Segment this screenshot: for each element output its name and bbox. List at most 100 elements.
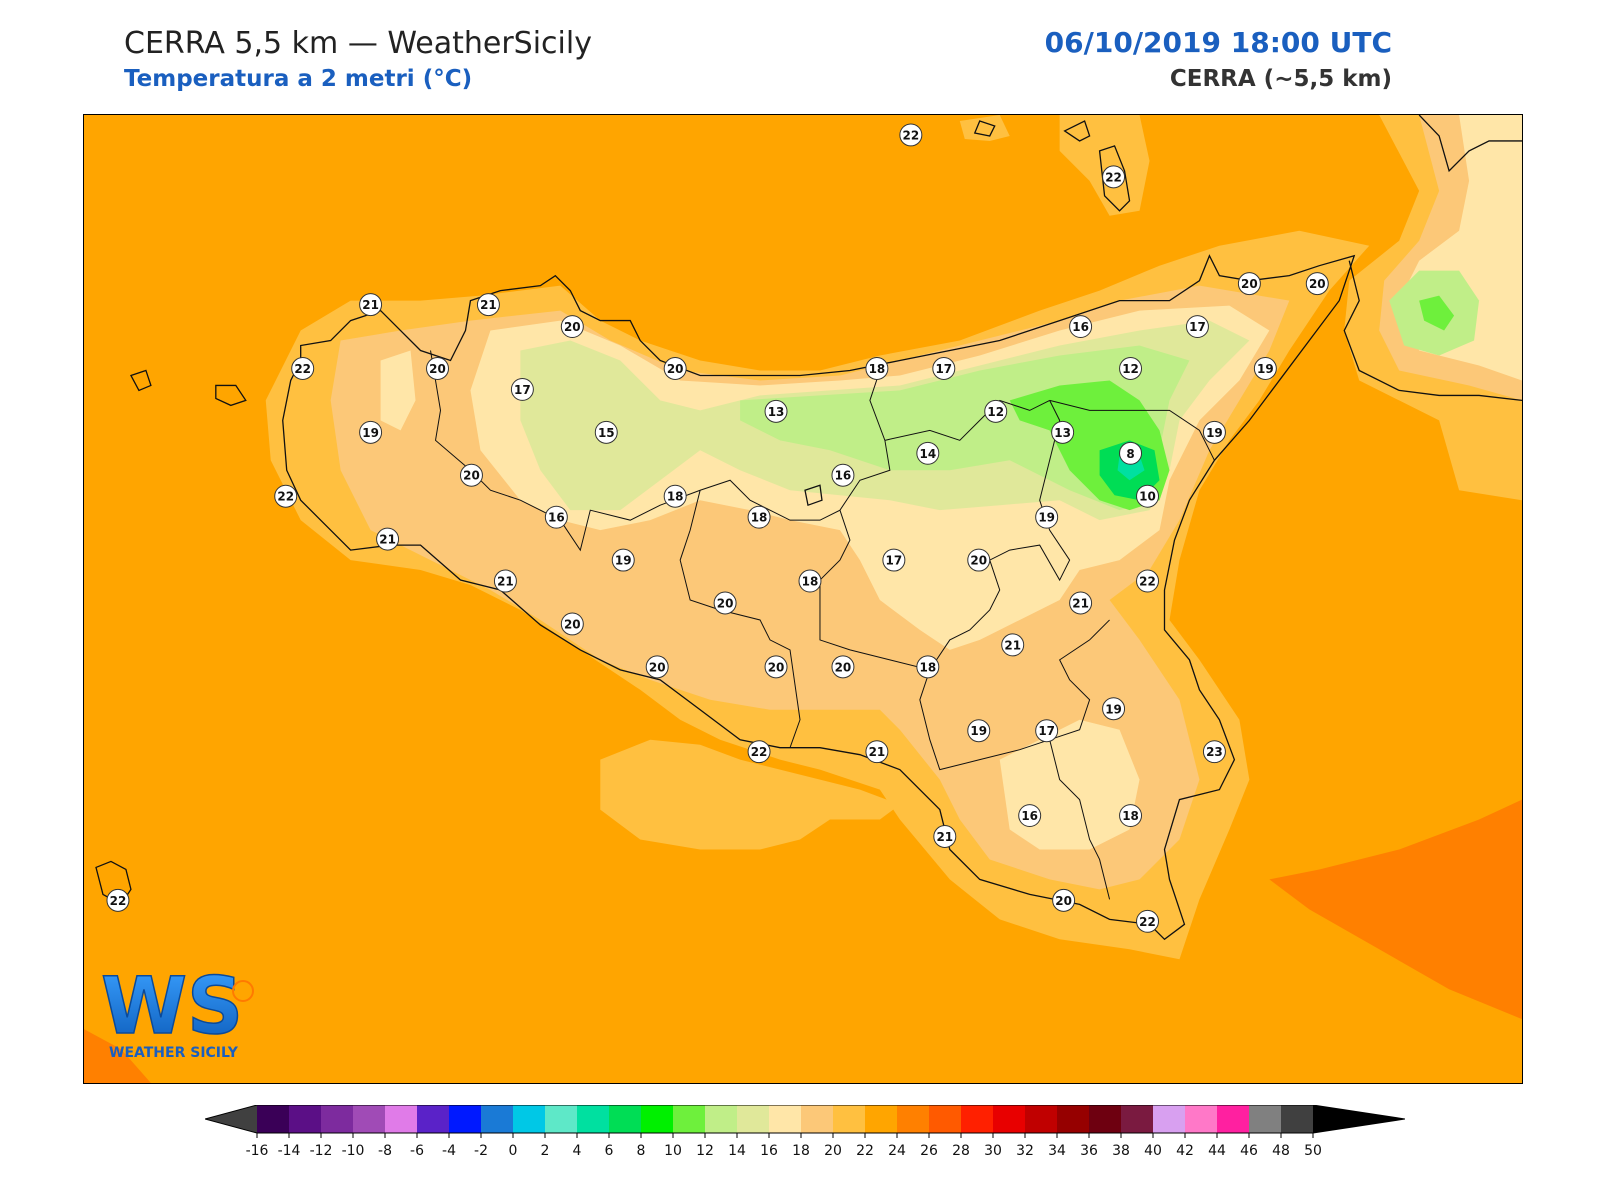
station-value: 16 bbox=[835, 469, 852, 483]
station-label: 21 bbox=[865, 740, 889, 764]
station-value: 22 bbox=[903, 128, 920, 142]
colorbar-tick-label: 6 bbox=[605, 1143, 614, 1159]
colorbar-tick-label: 42 bbox=[1176, 1143, 1194, 1159]
colorbar-cell bbox=[961, 1105, 994, 1133]
colorbar-cell bbox=[321, 1105, 354, 1133]
station-value: 21 bbox=[362, 298, 379, 312]
station-marker bbox=[274, 484, 298, 508]
station-value: 20 bbox=[649, 660, 666, 674]
colorbar-cell bbox=[833, 1105, 866, 1133]
colorbar-tick-label: 50 bbox=[1304, 1143, 1322, 1159]
colorbar-cell bbox=[1217, 1105, 1250, 1133]
station-marker bbox=[1051, 420, 1075, 444]
station-value: 14 bbox=[919, 447, 936, 461]
station-marker bbox=[510, 377, 534, 401]
station-value: 17 bbox=[1038, 724, 1055, 738]
station-value: 19 bbox=[1206, 426, 1223, 440]
station-value: 16 bbox=[1021, 809, 1038, 823]
station-label: 19 bbox=[1202, 420, 1226, 444]
station-marker bbox=[865, 740, 889, 764]
station-label: 20 bbox=[645, 655, 669, 679]
station-value: 20 bbox=[717, 596, 734, 610]
station-marker bbox=[831, 655, 855, 679]
station-label: 22 bbox=[747, 740, 771, 764]
colorbar-cell bbox=[513, 1105, 546, 1133]
logo-letters: WS bbox=[101, 962, 243, 1052]
colorbar-tick-label: 18 bbox=[792, 1143, 810, 1159]
station-label: 23 bbox=[1202, 740, 1226, 764]
colorbar-tick-label: 16 bbox=[760, 1143, 778, 1159]
map-title: CERRA 5,5 km — WeatherSicily bbox=[124, 26, 592, 61]
colorbar-tick-label: 2 bbox=[541, 1143, 550, 1159]
station-marker bbox=[1001, 633, 1025, 657]
station-marker bbox=[476, 293, 500, 317]
station-label: 20 bbox=[764, 655, 788, 679]
station-label: 8 bbox=[1119, 441, 1143, 465]
station-marker bbox=[713, 591, 737, 615]
station-label: 20 bbox=[967, 548, 991, 572]
station-value: 18 bbox=[667, 490, 684, 504]
colorbar-cell bbox=[417, 1105, 450, 1133]
temperature-map[interactable]: 22 22 21 21 20 20 20 16 17 22 20 20 18 17 12 19 17 13 12 19… bbox=[83, 114, 1523, 1084]
forecast-datetime: 06/10/2019 18:00 UTC bbox=[1044, 26, 1392, 59]
station-label: 12 bbox=[984, 399, 1008, 423]
station-label: 20 bbox=[560, 315, 584, 339]
station-value: 22 bbox=[1139, 575, 1156, 589]
colorbar-tick-label: -16 bbox=[246, 1143, 269, 1159]
station-marker bbox=[984, 399, 1008, 423]
colorbar-cell bbox=[1089, 1105, 1122, 1133]
station-value: 18 bbox=[919, 660, 936, 674]
colorbar-cell bbox=[1281, 1105, 1314, 1133]
station-label: 21 bbox=[1069, 591, 1093, 615]
station-value: 10 bbox=[1139, 490, 1156, 504]
colorbar-cell bbox=[897, 1105, 930, 1133]
station-value: 16 bbox=[1072, 320, 1089, 334]
station-value: 20 bbox=[463, 469, 480, 483]
station-marker bbox=[291, 357, 315, 380]
station-label: 22 bbox=[274, 484, 298, 508]
colorbar-cell bbox=[1025, 1105, 1058, 1133]
station-value: 19 bbox=[1105, 702, 1122, 716]
colorbar-tick-label: 28 bbox=[952, 1143, 970, 1159]
station-marker bbox=[1018, 804, 1042, 828]
colorbar-cell bbox=[481, 1105, 514, 1133]
station-value: 19 bbox=[1257, 362, 1274, 376]
station-label: 17 bbox=[510, 377, 534, 401]
colorbar-cell bbox=[385, 1105, 418, 1133]
station-marker bbox=[1069, 591, 1093, 615]
colorbar-tick-label: -4 bbox=[442, 1143, 456, 1159]
station-value: 23 bbox=[1206, 745, 1223, 759]
station-marker bbox=[1136, 569, 1160, 593]
station-marker bbox=[106, 888, 130, 912]
station-value: 21 bbox=[869, 745, 886, 759]
station-marker bbox=[1052, 888, 1076, 912]
colorbar-cell bbox=[1057, 1105, 1090, 1133]
station-value: 20 bbox=[667, 362, 684, 376]
station-value: 21 bbox=[936, 830, 953, 844]
station-marker bbox=[916, 441, 940, 465]
station-value: 17 bbox=[514, 383, 531, 397]
station-value: 21 bbox=[1072, 596, 1089, 610]
station-label: 16 bbox=[1018, 804, 1042, 828]
station-label: 21 bbox=[1001, 633, 1025, 657]
station-marker bbox=[916, 655, 940, 679]
station-label: 20 bbox=[713, 591, 737, 615]
station-marker bbox=[594, 420, 618, 444]
station-marker bbox=[1102, 165, 1126, 189]
station-marker bbox=[376, 527, 400, 551]
station-marker bbox=[865, 357, 889, 380]
station-label: 22 bbox=[291, 357, 315, 380]
station-marker bbox=[899, 123, 923, 147]
station-marker bbox=[560, 612, 584, 636]
station-marker bbox=[1035, 719, 1059, 743]
colorbar-tick-label: -10 bbox=[342, 1143, 365, 1159]
station-value: 12 bbox=[987, 405, 1004, 419]
colorbar-tick-label: 48 bbox=[1272, 1143, 1290, 1159]
colorbar-cell bbox=[289, 1105, 322, 1133]
map-subtitle: Temperatura a 2 metri (°C) bbox=[124, 66, 473, 92]
station-value: 19 bbox=[615, 554, 632, 568]
station-value: 18 bbox=[869, 362, 886, 376]
colorbar-cell bbox=[801, 1105, 834, 1133]
station-marker bbox=[1119, 357, 1143, 380]
colorbar-tick-label: 22 bbox=[856, 1143, 874, 1159]
